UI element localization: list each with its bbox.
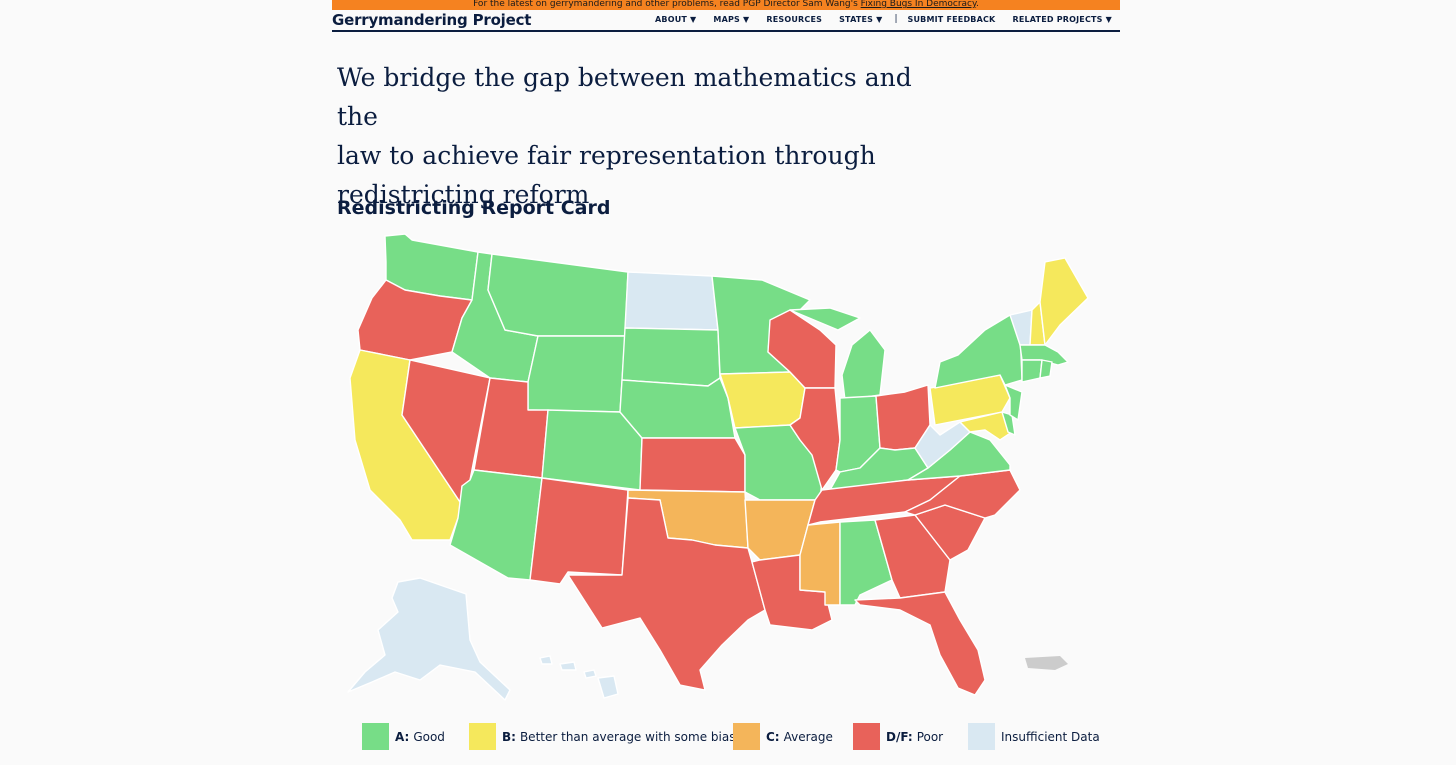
banner-text: For the latest on gerrymandering and oth… <box>473 0 861 9</box>
legend-item-df: D/F: Poor <box>853 723 943 750</box>
legend-item-na: Insufficient Data <box>968 723 1100 750</box>
legend-label-df: Poor <box>916 729 944 744</box>
state-IA[interactable] <box>719 371 806 429</box>
nav-about[interactable]: ABOUT ▼ <box>655 15 697 24</box>
banner-link[interactable]: Fixing Bugs In Democracy <box>860 0 977 9</box>
puerto-rico-shape <box>1025 656 1068 670</box>
state-NM[interactable] <box>529 477 629 585</box>
nav-states[interactable]: STATES ▼ <box>839 15 883 24</box>
mission-line-2: law to achieve fair representation throu… <box>337 141 876 170</box>
main-nav: ABOUT ▼ MAPS ▼ RESOURCES STATES ▼ | SUBM… <box>638 14 1112 24</box>
legend-grade-c: C: <box>766 729 780 744</box>
map-legend: A: Good B: Better than average with some… <box>362 723 1122 751</box>
nav-resources[interactable]: RESOURCES <box>766 15 823 24</box>
state-MT[interactable] <box>487 253 629 337</box>
legend-grade-a: A: <box>395 729 410 744</box>
mission-line-3: redistricting reform <box>337 180 590 209</box>
state-AZ[interactable] <box>449 469 543 581</box>
nav-divider: | <box>894 14 898 24</box>
legend-label-b: Better than average with some bias <box>519 729 736 744</box>
legend-label-c: Average <box>783 729 833 744</box>
legend-grade-b: B: <box>502 729 516 744</box>
state-CT[interactable] <box>1021 359 1043 383</box>
report-card-map <box>347 233 1089 701</box>
state-FL[interactable] <box>854 591 986 696</box>
legend-label-na: Insufficient Data <box>1001 729 1100 744</box>
site-brand[interactable]: Gerrymandering Project <box>332 11 532 29</box>
state-SD[interactable] <box>621 327 721 387</box>
mission-statement: We bridge the gap between mathematics an… <box>337 58 957 214</box>
legend-swatch-df <box>853 723 880 750</box>
report-card-title: Redistricting Report Card <box>337 197 611 219</box>
state-CO[interactable] <box>541 409 643 491</box>
state-DE[interactable] <box>1001 411 1016 436</box>
state-ME[interactable] <box>1039 257 1089 346</box>
state-IL[interactable] <box>789 387 841 491</box>
legend-item-a: A: Good <box>362 723 445 750</box>
nav-submit-feedback[interactable]: SUBMIT FEEDBACK <box>907 15 996 24</box>
state-AK[interactable] <box>347 577 511 701</box>
state-TX[interactable] <box>567 497 766 691</box>
legend-swatch-na <box>968 723 995 750</box>
state-RI[interactable] <box>1039 359 1053 379</box>
legend-grade-df: D/F: <box>886 729 913 744</box>
announcement-banner: For the latest on gerrymandering and oth… <box>332 0 1120 10</box>
mission-line-1: We bridge the gap between mathematics an… <box>337 63 912 131</box>
legend-item-c: C: Average <box>733 723 833 750</box>
legend-swatch-c <box>733 723 760 750</box>
legend-swatch-b <box>469 723 496 750</box>
state-ND[interactable] <box>624 271 719 331</box>
state-KS[interactable] <box>639 437 746 493</box>
banner-end: . <box>976 0 979 9</box>
state-NY[interactable] <box>934 314 1023 389</box>
state-WY[interactable] <box>527 335 626 413</box>
legend-label-a: Good <box>413 729 445 744</box>
top-navbar: Gerrymandering Project ABOUT ▼ MAPS ▼ RE… <box>332 10 1120 32</box>
nav-related-projects[interactable]: RELATED PROJECTS ▼ <box>1012 15 1112 24</box>
nav-maps[interactable]: MAPS ▼ <box>713 15 750 24</box>
state-NE[interactable] <box>619 377 736 439</box>
state-HI[interactable] <box>539 655 619 699</box>
state-NC[interactable] <box>904 469 1021 519</box>
state-NJ[interactable] <box>1004 384 1023 421</box>
legend-item-b: B: Better than average with some bias <box>469 723 735 750</box>
legend-swatch-a <box>362 723 389 750</box>
